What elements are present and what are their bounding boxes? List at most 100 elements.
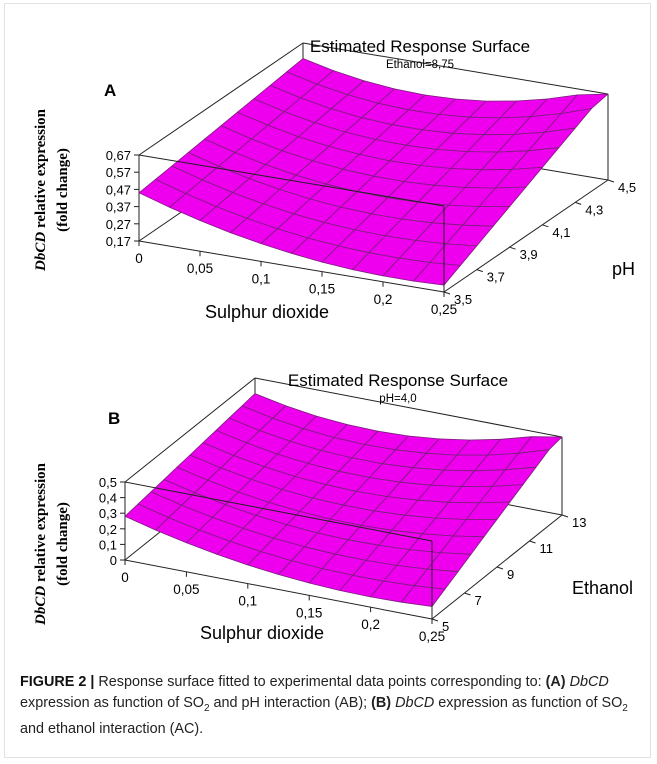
caption-text-1: Response surface fitted to experimental … [94,674,546,690]
z-tick-label: 0,2 [99,522,117,537]
depth-tick-label: 4,1 [552,225,570,240]
z-tick-label: 0,17 [106,234,131,249]
x-tick-label: 0,05 [173,582,199,597]
caption-figure-label: FIGURE 2 | [20,674,95,690]
depth-tick-label: 5 [442,619,449,634]
surface-chart-a: 0 0,05 0,1 0,15 0,2 0,253,5 3,7 3,9 4,1 4,3 4,5 0,1… [33,37,636,322]
panel-b: 0 0,05 0,1 0,15 0,2 0,25 5 7 9 11 13 0 0,1 0,2 0,3 0,4 0… [0,352,657,670]
caption-tag-a: (A) [545,674,566,690]
panel-a: 0 0,05 0,1 0,15 0,2 0,25 3,5 3,7 3,9 4,1 4,3 4,5 0,1… [0,0,657,340]
surface-cell [400,585,446,607]
depth-tick-mark [607,179,615,183]
depth-tick-label: 4,5 [618,180,636,195]
z-tick-label: 0,47 [106,182,131,197]
ylabel-line2-a: (fold change) [55,148,71,232]
depth-tick-mark [464,592,471,596]
ylabel-gene-a: DbCD [33,232,49,272]
figure-frame [4,3,651,758]
depth-tick-label: 3,7 [487,270,505,285]
x-tick-label: 0,2 [374,292,393,307]
x-tick-label: 0,25 [419,629,445,644]
box-edge [124,377,256,483]
box-edge [138,154,445,207]
box-edge [124,559,433,620]
z-tick-label: 0,27 [106,217,131,232]
caption-text-3: and pH interaction (AB); [209,695,372,711]
depth-tick-mark [476,269,483,273]
chart-title-b: Estimated Response Surface [288,371,508,390]
box-edge [138,42,304,156]
x-tick-label: 0,1 [252,271,271,286]
surface-b [124,393,563,607]
ylabel-rest-b: relative expression [33,462,49,585]
ylabel-rest-a: relative expression [33,108,49,231]
depth-tick-label: 13 [572,515,586,530]
x-tick-label: 0,25 [431,302,457,317]
depth-tick-label: 9 [507,567,514,582]
x-axis-label-b: Sulphur dioxide [200,623,324,643]
depth-tick-label: 3,5 [454,292,472,307]
box-edge [124,481,433,542]
surface-chart-b: 00,050,10,150,20,25579111300,10,20,30,40… [33,371,633,644]
caption-sub-1: 2 [203,702,210,714]
panel-label-b: B [108,409,120,428]
x-tick-label: 0,15 [309,282,335,297]
z-tick-label: 0,57 [106,165,131,180]
chart-title-a: Estimated Response Surface [310,37,530,56]
z-tick-label: 0,4 [99,491,117,506]
ylabel-gene-b: DbCD [33,586,49,626]
depth-tick-label: 7 [475,593,482,608]
z-tick-label: 0,67 [106,148,131,163]
ylabel-line2-b: (fold change) [55,502,71,586]
x-tick-label: 0,05 [187,261,213,276]
caption-text-4: expression as function of SO [434,695,623,711]
box-front-a [138,154,445,293]
x-tick-label: 0,1 [238,594,257,609]
caption-gene-2: DbCD [395,695,435,711]
depth-axis-label-b: Ethanol [572,578,633,598]
depth-tick-mark [542,224,549,228]
caption-tag-b: (B) [371,695,392,711]
caption-gene-1: DbCD [569,674,609,690]
depth-tick-mark [509,246,516,250]
depth-tick-label: 4,3 [585,202,603,217]
depth-tick-label: 11 [540,541,554,556]
box-front-b [124,481,433,620]
x-tick-label: 0 [135,251,143,266]
z-tick-label: 0,3 [99,506,117,521]
chart-subtitle-b: pH=4,0 [379,393,416,405]
box-edge [302,42,609,95]
depth-axis-label-a: pH [612,259,635,279]
box-edge [443,179,609,293]
caption-text-2: expression as function of SO [20,695,204,711]
z-tick-label: 0,5 [99,475,117,490]
depth-tick-mark [496,566,504,570]
box-edge [138,240,445,293]
caption-text-5: and ethanol interaction (AC). [20,720,204,737]
ticks-b: 00,050,10,150,20,25579111300,10,20,30,40… [99,475,587,644]
x-tick-label: 0,15 [296,605,322,620]
chart-subtitle-a: Ethanol=8,75 [386,59,454,71]
z-axis-label-b: DbCD relative expression (fold change) [33,462,71,626]
x-tick-label: 0 [121,570,129,585]
ticks-a: 0 0,05 0,1 0,15 0,2 0,253,5 3,7 3,9 4,1 4,3 4,5 0,1… [106,148,636,317]
panel-label-a: A [104,81,116,100]
depth-tick-mark [443,291,451,295]
x-tick-label: 0,2 [361,617,380,632]
depth-tick-mark [561,514,569,518]
z-tick-label: 0,37 [106,200,131,215]
x-axis-label-a: Sulphur dioxide [205,302,329,322]
z-axis-label-a: DbCD relative expression (fold change) [33,108,71,272]
surface-a [138,58,609,286]
depth-tick-mark [575,201,582,205]
figure-caption: FIGURE 2 | Response surface fitted to ex… [20,672,640,740]
z-tick-label: 0,1 [99,537,117,552]
z-tick-label: 0 [110,553,117,568]
box-edge [254,377,563,438]
caption-sub-2: 2 [622,702,628,714]
svg-text:DbCD relative expression: DbCD relative expression [33,108,49,272]
depth-tick-mark [431,618,439,622]
svg-text:DbCD relative expression: DbCD relative expression [33,462,49,626]
surface-cell [413,262,461,286]
